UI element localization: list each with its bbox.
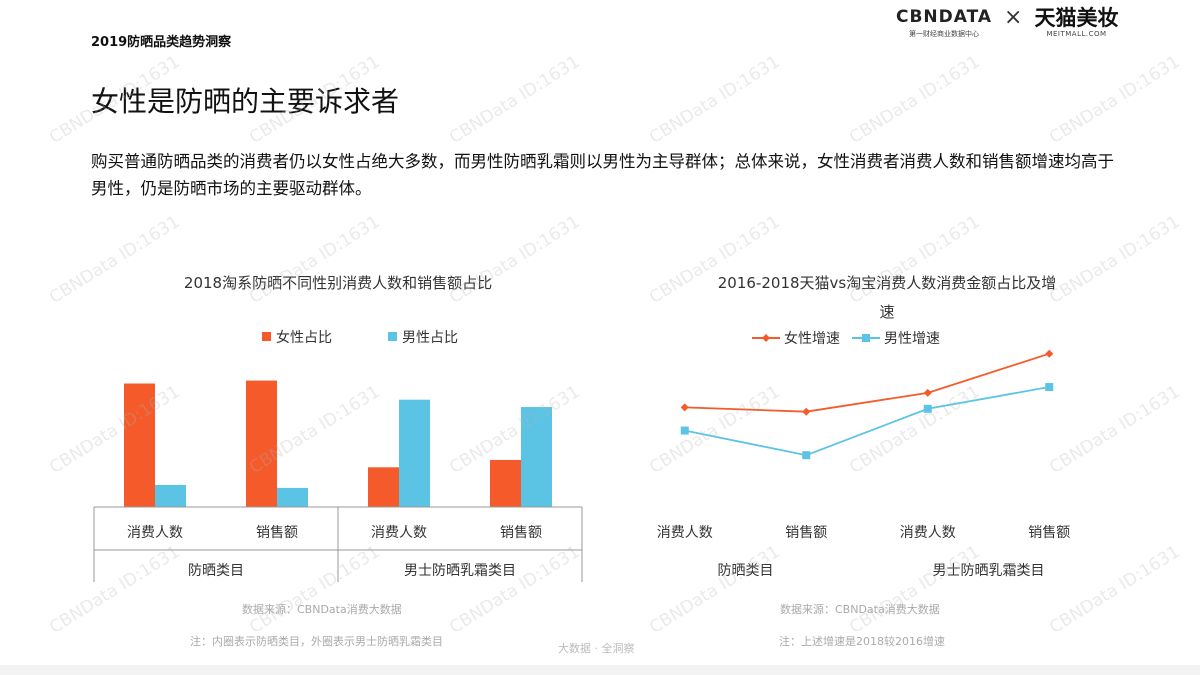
line-point-female-2 [923,388,932,397]
line-legend-male-label: 男性增速 [884,331,940,347]
bar-x-tick-label: 销售额 [256,525,298,541]
footer-bar [0,665,1200,675]
line-point-male-3 [1045,383,1054,392]
line-chart-title-line1: 2016-2018天猫vs淘宝消费人数消费金额占比及增 [718,274,1056,292]
bar-group-label-0: 防晒类目 [188,563,244,579]
cbndata-logo: CBNDATA 第一财经商业数据中心 [896,6,992,39]
tmall-beauty-logo: 天猫美妆 MEITMALL.COM [1034,6,1118,38]
line-chart-title-line2: 速 [879,303,894,321]
line-legend-female-label: 女性增速 [784,330,840,347]
line-point-female-1 [802,407,811,416]
right-chart-source: 数据来源：CBNData消费大数据 [780,603,940,616]
line-series-male [684,386,1050,457]
tmall-beauty-logo-text: 天猫美妆 [1034,6,1119,30]
line-point-female-3 [1045,349,1054,358]
line-group-label-1: 男士防晒乳霜类目 [933,563,1045,579]
cbndata-logo-text: CBNDATA [896,7,993,27]
left-chart-source: 数据来源：CBNData消费大数据 [242,603,402,616]
tmall-beauty-logo-subtitle: MEITMALL.COM [1046,30,1107,38]
bar-male-2 [399,399,430,507]
line-x-tick-label: 销售额 [785,525,827,541]
cbndata-logo-subtitle: 第一财经商业数据中心 [909,30,980,38]
bar-female-3 [490,459,521,507]
bar-chart-title: 2018淘系防晒不同性别消费人数和销售额占比 [184,274,492,292]
bar-legend-swatch-1 [388,332,397,341]
line-legend-female-marker [762,334,770,342]
line-point-female-0 [680,403,689,412]
footer-center-mark: 大数据 · 全洞察 [558,642,635,655]
bar-male-3 [521,407,552,507]
bar-x-tick-label: 销售额 [500,525,542,541]
intro-paragraph: 购买普通防晒品类的消费者仍以女性占绝大多数，而男性防晒乳霜则以男性为主导群体；总… [91,152,1114,198]
bar-female-2 [368,467,399,507]
bar-x-tick-label: 消费人数 [127,525,183,541]
bar-male-0 [155,484,186,507]
bar-group-label-1: 男士防晒乳霜类目 [404,563,516,579]
page-title: 女性是防晒的主要诉求者 [91,85,400,118]
right-chart-note: 注：上述增速是2018较2016增速 [779,635,945,648]
bar-legend-label-1: 男性占比 [402,330,458,346]
report-tag: 2019防晒品类趋势洞察 [91,35,232,50]
line-legend-male-marker [862,334,870,342]
line-point-male-1 [802,451,811,460]
left-chart-note: 注：内圈表示防晒类目，外圈表示男士防晒乳霜类目 [190,635,443,648]
line-group-label-0: 防晒类目 [718,563,774,579]
bar-legend-label-0: 女性占比 [276,329,332,346]
header-logos: CBNDATA 第一财经商业数据中心 × 天猫美妆 MEITMALL.COM [896,6,1118,39]
bar-legend-swatch-0 [262,332,271,341]
times-icon: × [1004,5,1023,30]
line-x-tick-label: 消费人数 [900,525,956,541]
bar-x-tick-label: 消费人数 [371,525,427,541]
bar-female-1 [246,380,277,507]
line-point-male-2 [923,404,932,413]
line-series-female [684,352,1050,413]
bar-male-1 [277,487,308,507]
line-x-tick-label: 销售额 [1028,525,1070,541]
bar-female-0 [124,383,155,507]
line-point-male-0 [680,426,689,435]
line-x-tick-label: 消费人数 [657,525,713,541]
